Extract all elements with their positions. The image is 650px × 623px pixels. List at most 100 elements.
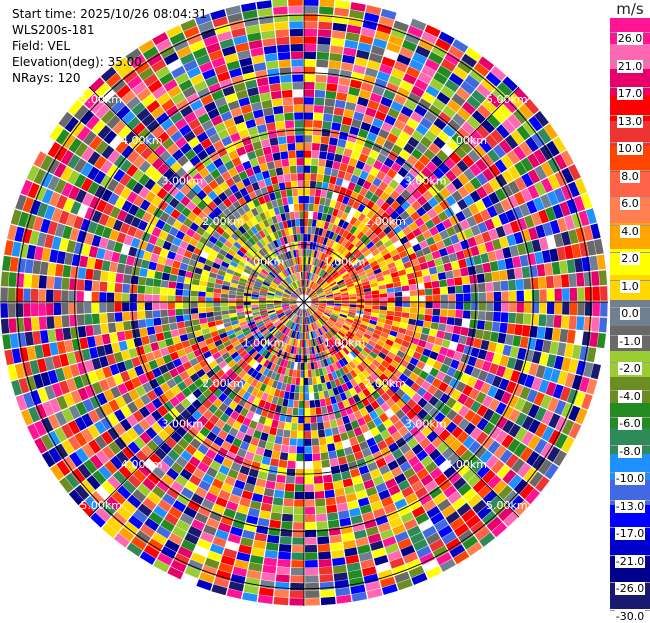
radar-gate [182,234,192,244]
radar-gate [326,306,334,310]
radar-gate [330,283,338,289]
radar-gate [254,280,263,286]
radar-gate [344,251,352,259]
radar-gate [413,539,428,552]
radar-gate [152,86,167,100]
radar-gate [292,306,299,312]
radar-gate [349,436,359,446]
radar-gate [471,110,486,124]
radar-gate [226,417,236,427]
radar-gate [340,271,349,277]
radar-gate [388,484,401,496]
radar-gate [455,293,464,302]
radar-gate [110,455,124,470]
radar-gate [266,303,274,306]
radar-gate [316,59,329,68]
radar-gate [348,86,361,97]
radar-gate [274,295,282,299]
radar-gate [289,298,297,301]
radar-gate [309,257,314,265]
radar-gate [113,169,126,182]
radar-gate [292,292,299,298]
radar-gate [248,237,256,246]
radar-gate [362,180,372,190]
radar-gate [462,310,471,319]
radar-gate [336,210,344,219]
radar-gate [277,421,285,430]
radar-gate [270,337,278,345]
radar-gate [299,279,302,288]
radar-gate [319,151,328,160]
radar-gate [242,222,251,232]
radar-gate [227,100,240,111]
radar-gate [425,236,436,246]
radar-gate [61,290,69,302]
radar-gate [163,79,178,92]
radar-gate [201,269,210,277]
colorbar-tick-label: 0.0 [620,307,640,321]
radar-gate [171,462,184,474]
radar-gate [476,104,491,119]
radar-gate [243,364,252,373]
radar-gate [461,508,476,523]
radar-gate [242,160,252,171]
radar-gate [248,468,259,478]
radar-gate [262,146,272,156]
radar-gate [247,394,256,404]
radar-gate [439,279,448,288]
radar-gate [319,444,328,453]
radar-gate [448,302,456,310]
radar-gate [304,347,307,355]
radar-gate [156,38,172,52]
radar-gate [374,110,387,122]
radar-gate [431,45,448,58]
radar-gate [242,203,251,213]
radar-gate [294,323,299,331]
radar-gate [143,544,160,559]
radar-gate [188,137,200,149]
radar-gate [178,269,187,277]
radar-gate [326,305,334,309]
radar-gate [147,472,161,485]
radar-gate [309,306,316,312]
radar-gate [476,273,485,283]
radar-gate [348,311,356,316]
radar-gate [44,205,56,220]
radar-gate [542,222,553,237]
radar-gate [321,261,327,269]
radar-gate [356,304,365,309]
radar-gate [250,437,260,447]
radar-gate [441,447,455,460]
radar-gate [404,449,416,461]
radar-gate [166,215,177,226]
radar-gate [429,351,439,360]
radar-gate [118,340,128,352]
radar-gate [74,173,87,189]
radar-gate [101,260,111,272]
radar-gate [445,170,457,182]
radar-gate [481,360,492,372]
radar-gate [139,268,148,277]
radar-gate [54,223,66,238]
radar-gate [29,230,40,246]
radar-gate [467,356,478,367]
radar-gate [285,352,291,361]
radar-gate [216,343,225,352]
radar-gate [401,312,410,319]
radar-gate [217,129,230,140]
radar-gate [333,572,348,582]
radar-gate [420,455,433,468]
radar-gate [452,457,465,471]
radar-gate [151,195,163,207]
radar-gate [408,318,417,326]
radar-gate [304,59,316,67]
radar-gate [262,368,270,377]
radar-gate [494,159,508,173]
range-ring-label: 1.00km [324,337,366,350]
radar-gate [501,434,514,449]
radar-gate [315,181,323,190]
radar-gate [574,178,587,195]
radar-gate [190,296,198,302]
radar-gate [304,150,312,158]
radar-gate [341,306,349,309]
